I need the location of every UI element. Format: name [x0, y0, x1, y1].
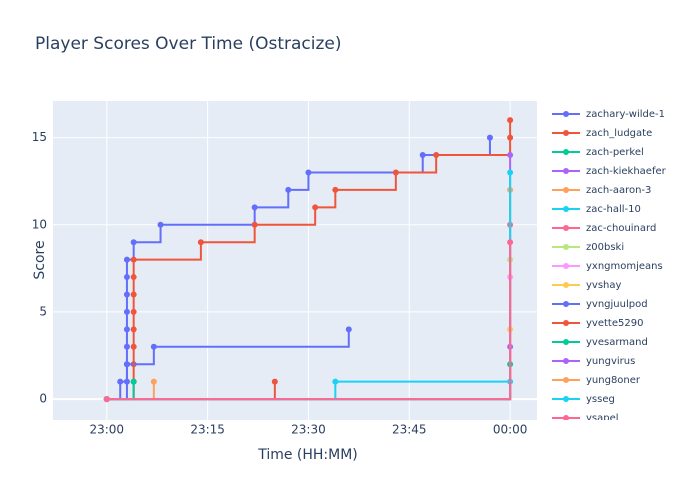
data-point	[130, 256, 137, 263]
legend-marker	[563, 244, 569, 250]
legend-label: yungvirus	[586, 356, 635, 367]
data-point	[130, 274, 137, 281]
data-point	[123, 308, 130, 315]
x-tick-label: 00:00	[493, 423, 528, 437]
data-point	[123, 343, 130, 350]
data-point	[507, 117, 514, 124]
data-point	[117, 378, 124, 385]
legend-label: zach-aaron-3	[586, 185, 651, 196]
series-line	[106, 329, 350, 401]
data-point	[305, 169, 312, 176]
data-point	[123, 256, 130, 263]
data-point	[130, 291, 137, 298]
legend-marker	[563, 339, 569, 345]
data-point	[251, 204, 258, 211]
legend-label: zachary-wilde-1	[586, 109, 665, 120]
data-point	[123, 361, 130, 368]
legend-label: yxngmomjeans	[586, 261, 663, 272]
series-line	[106, 242, 512, 401]
data-point	[157, 221, 164, 228]
data-point	[123, 291, 130, 298]
x-tick-label: 23:30	[291, 423, 326, 437]
legend-marker	[563, 149, 569, 155]
data-point	[419, 152, 426, 159]
x-tick-label: 23:00	[89, 423, 124, 437]
data-point	[130, 239, 137, 246]
x-tick-label: 23:15	[190, 423, 225, 437]
data-point	[271, 378, 278, 385]
legend-marker	[563, 225, 569, 231]
data-point	[507, 239, 514, 246]
plot	[103, 117, 514, 403]
data-point	[103, 396, 110, 403]
legend-label: yvesarmand	[586, 337, 648, 348]
legend-marker	[563, 168, 569, 174]
legend-marker	[563, 187, 569, 193]
data-point	[507, 169, 514, 176]
data-point	[197, 239, 204, 246]
data-point	[345, 326, 352, 333]
legend: zachary-wilde-1 zach_ludgate zach-perkel za…	[552, 109, 667, 424]
legend-marker	[563, 263, 569, 269]
legend-label: zac-chouinard	[586, 223, 656, 234]
legend-label: yvette5290	[586, 318, 643, 329]
data-point	[150, 343, 157, 350]
chart-title: Player Scores Over Time (Ostracize)	[35, 34, 342, 54]
x-tick-label: 23:45	[392, 423, 427, 437]
data-point	[130, 343, 137, 350]
y-tick-label: 10	[32, 217, 47, 231]
y-axis-title: Score	[32, 240, 48, 279]
legend-marker	[563, 301, 569, 307]
data-point	[123, 274, 130, 281]
x-axis-title: Time (HH:MM)	[257, 447, 358, 463]
legend-label: yvshay	[586, 280, 622, 291]
legend-label: ysseg	[586, 394, 615, 405]
legend-marker	[563, 320, 569, 326]
legend-label: zach_ludgate	[586, 128, 652, 139]
data-point	[332, 378, 339, 385]
data-point	[433, 152, 440, 159]
legend-marker	[563, 282, 569, 288]
data-point	[507, 134, 514, 141]
data-point	[312, 204, 319, 211]
data-point	[332, 186, 339, 193]
legend-marker	[563, 130, 569, 136]
legend-label: ysapel	[586, 413, 619, 424]
legend-label: zach-kiekhaefer	[586, 166, 667, 177]
data-point	[130, 326, 137, 333]
data-point	[150, 378, 157, 385]
legend-label: z00bski	[586, 242, 624, 253]
legend-marker	[563, 111, 569, 117]
legend-marker	[563, 415, 569, 420]
y-tick-label: 0	[39, 392, 47, 406]
data-point	[130, 308, 137, 315]
legend-marker	[563, 358, 569, 364]
data-point	[507, 152, 514, 159]
data-point	[392, 169, 399, 176]
data-point	[123, 326, 130, 333]
legend-marker	[563, 377, 569, 383]
data-point	[251, 221, 258, 228]
y-tick-label: 15	[32, 130, 47, 144]
legend-label: yung8oner	[586, 375, 641, 386]
data-point	[486, 134, 493, 141]
legend-label: zac-hall-10	[586, 204, 641, 215]
data-point	[123, 378, 130, 385]
legend-label: zach-perkel	[586, 147, 644, 158]
legend-marker	[563, 396, 569, 402]
y-tick-label: 5	[39, 304, 47, 318]
legend-label: yvngjuulpod	[586, 299, 648, 310]
legend-marker	[563, 206, 569, 212]
data-point	[130, 378, 137, 385]
data-point	[285, 186, 292, 193]
